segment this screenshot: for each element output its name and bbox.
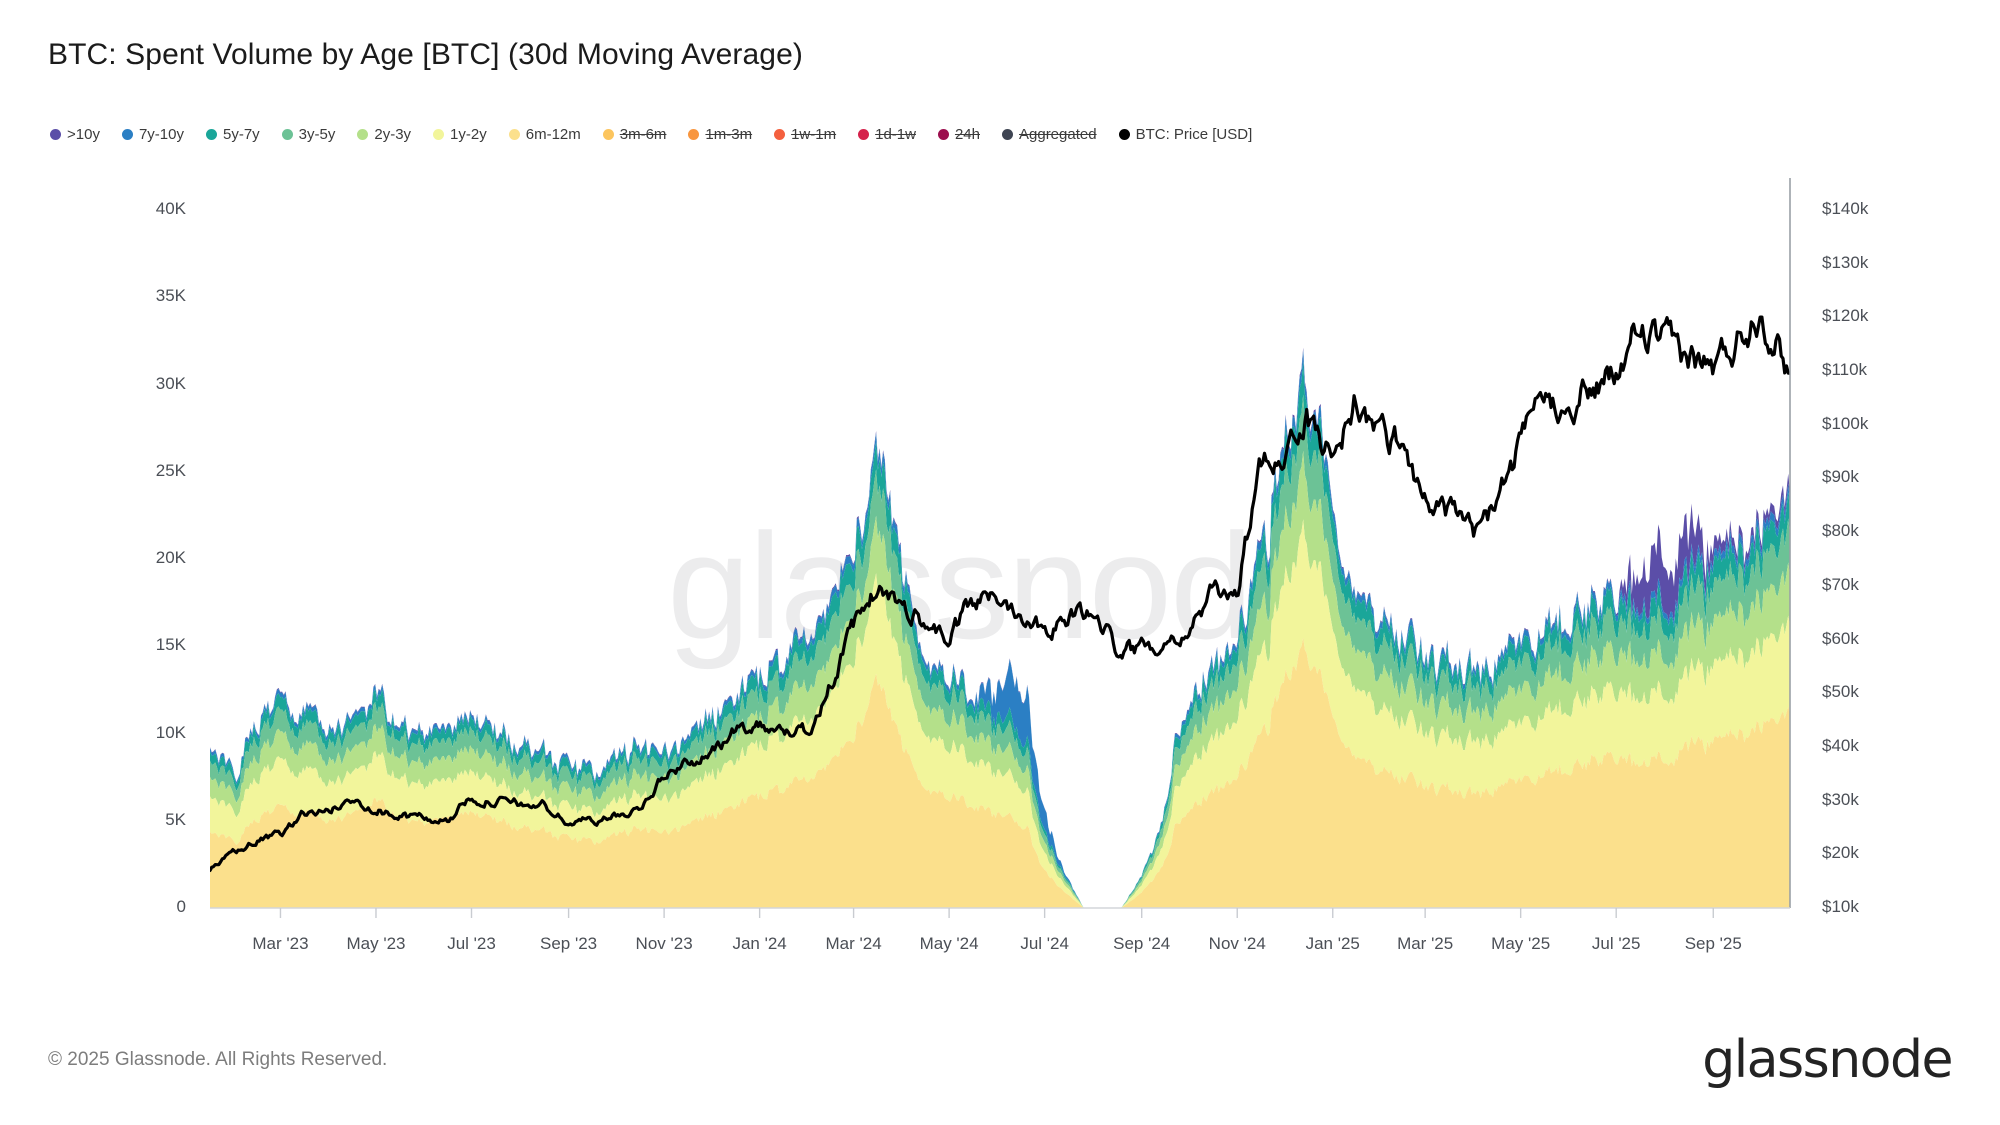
legend-color-dot-icon (508, 129, 520, 140)
legend-item-1m-3m[interactable]: 1m-3m (688, 127, 752, 142)
legend-item-label: 1m-3m (705, 126, 753, 143)
legend-item-label: >10y (67, 126, 100, 143)
legend-item-3y-5y[interactable]: 3y-5y (281, 126, 336, 143)
legend-color-dot-icon (205, 129, 217, 140)
y-axis-right-tick-label: $80k (1822, 521, 1859, 541)
y-axis-left-tick-label: 20K (155, 548, 186, 567)
y-axis-left-tick-label: 0 (176, 897, 186, 916)
y-axis-right-tick-label: $120k (1822, 306, 1869, 326)
legend-color-dot-icon (357, 129, 369, 140)
x-axis-tick-label: Jul '25 (1591, 934, 1641, 953)
legend-color-dot-icon (602, 129, 614, 140)
y-axis-right-tick-label: $40k (1822, 735, 1859, 755)
legend-item-label: 3y-5y (298, 126, 336, 143)
footer-logo: glassnode (1702, 1030, 1953, 1090)
legend-color-dot-icon (937, 129, 949, 140)
legend-color-dot-icon (1002, 129, 1013, 140)
x-axis-tick-label: Mar '23 (252, 934, 309, 953)
chart-legend[interactable]: >10y 7y-10y 5y-7y 3y-5y 2y-3y 1y-2y 6m-12m 3m-6… (50, 127, 1274, 142)
x-axis-tick-label: Sep '23 (540, 934, 598, 953)
y-axis-left-tick-label: 5K (165, 809, 186, 829)
legend-item-2y-3y[interactable]: 2y-3y (357, 127, 411, 142)
legend-color-dot-icon (121, 129, 133, 140)
x-axis-tick-label: Sep '24 (1113, 934, 1171, 953)
legend-item-label: 5y-7y (222, 126, 260, 143)
legend-item-1w-1m[interactable]: 1w-1m (774, 127, 836, 142)
y-axis-right-tick-label: $110k (1822, 360, 1868, 380)
legend-color-dot-icon (858, 129, 870, 140)
y-axis-left-tick-label: 40K (155, 199, 186, 218)
legend-item-label: 1d-1w (875, 126, 916, 143)
y-axis-right-tick-label: $140k (1822, 199, 1869, 218)
y-axis-right-tick-label: $20k (1822, 843, 1859, 863)
legend-item-24h[interactable]: 24h (937, 126, 980, 143)
y-axis-right-tick-label: $10k (1822, 897, 1859, 916)
legend-item-label: 7y-10y (138, 126, 184, 143)
y-axis-left-tick-label: 30K (155, 373, 186, 393)
y-axis-left-tick-label: 10K (155, 722, 186, 742)
legend-item-7y-10y[interactable]: 7y-10y (121, 126, 184, 143)
y-axis-left-tick-label: 35K (155, 286, 186, 306)
legend-item-3m-6m[interactable]: 3m-6m (602, 126, 667, 143)
area-band-6m-12m (210, 637, 1790, 908)
y-axis-right-tick-label: $50k (1822, 682, 1859, 702)
legend-item-label: BTC: Price [USD] (1135, 126, 1253, 143)
x-axis-tick-label: Sep '25 (1684, 934, 1742, 953)
x-axis-tick-label: Jul '23 (447, 934, 496, 953)
x-axis-tick-label: Mar '25 (1397, 934, 1454, 953)
y-axis-right-tick-label: $90k (1822, 467, 1859, 487)
x-axis-tick-label: May '24 (919, 934, 979, 953)
y-axis-left-tick-label: 25K (155, 460, 186, 480)
legend-item-label: 6m-12m (525, 126, 581, 143)
legend-item-btc-price-usd[interactable]: BTC: Price [USD] (1118, 126, 1253, 143)
legend-item-1d-1w[interactable]: 1d-1w (858, 127, 916, 142)
legend-item-label: 2y-3y (374, 126, 412, 143)
legend-color-dot-icon (281, 129, 293, 140)
y-axis-right-tick-label: $100k (1822, 413, 1869, 433)
x-axis-tick-label: Jan '24 (732, 934, 787, 953)
legend-item-label: Aggregated (1019, 126, 1097, 143)
legend-item-6m-12m[interactable]: 6m-12m (508, 126, 581, 143)
legend-color-dot-icon (774, 129, 786, 140)
y-axis-right-tick-label: $130k (1822, 252, 1869, 272)
legend-color-dot-icon (1118, 129, 1130, 140)
x-axis-tick-label: Nov '23 (635, 934, 693, 953)
page-title: BTC: Spent Volume by Age [BTC] (30d Movi… (48, 38, 803, 71)
x-axis-tick-label: Jul '24 (1020, 934, 1069, 953)
legend-item-5y-7y[interactable]: 5y-7y (205, 126, 260, 143)
x-axis-tick-label: Jan '25 (1305, 934, 1360, 953)
y-axis-right-tick-label: $60k (1822, 628, 1859, 648)
legend-item-10y[interactable]: >10y (50, 127, 100, 142)
y-axis-right-tick-label: $70k (1822, 574, 1859, 594)
y-axis-right-tick-label: $30k (1822, 789, 1859, 809)
legend-item-aggregated[interactable]: Aggregated (1002, 127, 1097, 142)
x-axis-tick-label: May '25 (1491, 934, 1551, 953)
legend-item-label: 1y-2y (450, 126, 487, 143)
x-axis-tick-label: Nov '24 (1208, 934, 1266, 953)
legend-item-label: 24h (954, 126, 980, 143)
legend-color-dot-icon (50, 129, 61, 140)
legend-color-dot-icon (433, 129, 445, 140)
legend-item-1y-2y[interactable]: 1y-2y (433, 127, 487, 142)
x-axis-tick-label: Mar '24 (825, 934, 882, 953)
legend-item-label: 3m-6m (619, 126, 667, 143)
glassnode-watermark: glassnode (667, 502, 1335, 670)
footer-copyright: © 2025 Glassnode. All Rights Reserved. (48, 1049, 388, 1070)
legend-item-label: 1w-1m (791, 126, 837, 143)
y-axis-left-tick-label: 15K (155, 635, 186, 655)
legend-color-dot-icon (688, 129, 700, 140)
x-axis-tick-label: May '23 (346, 934, 406, 953)
